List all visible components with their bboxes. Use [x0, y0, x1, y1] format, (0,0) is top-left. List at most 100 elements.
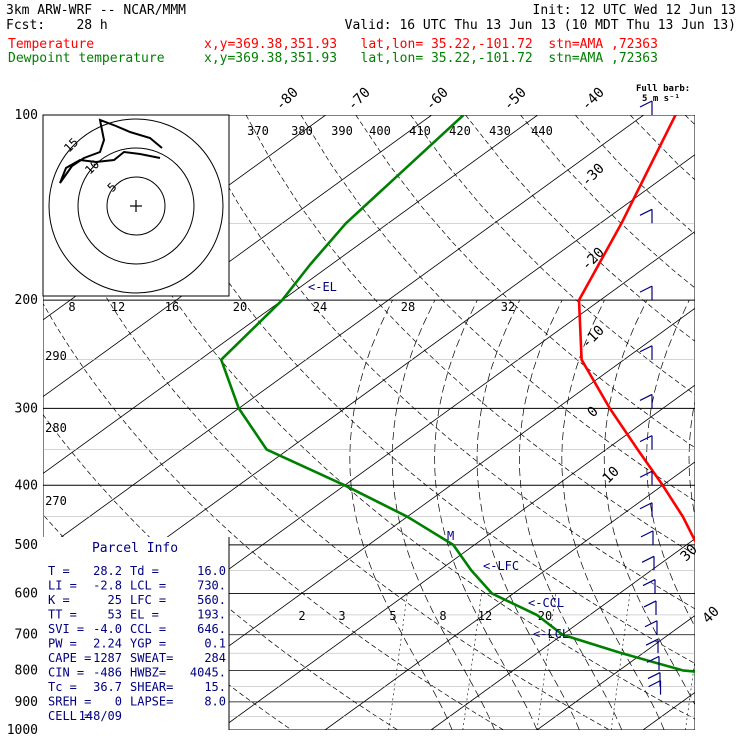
- parcel-value: 15.: [204, 680, 226, 694]
- pressure-tick-label: 100: [15, 108, 38, 123]
- temperature-legend: Temperature: [8, 37, 95, 52]
- pressure-tick-label: 400: [15, 478, 38, 493]
- barb-legend-unit: 5 m s⁻¹: [642, 94, 680, 104]
- isotherm: [43, 115, 432, 398]
- wind-barb-flag: [646, 655, 660, 663]
- moist-adiabat: [688, 399, 695, 518]
- model-title: 3km ARW-WRF -- NCAR/MMM: [6, 3, 187, 18]
- speed-tick-label: 28: [401, 300, 415, 314]
- parcel-label: YGP =: [130, 637, 166, 651]
- wind-barb-flag: [639, 502, 653, 510]
- isotherm-label: -70: [345, 85, 374, 114]
- moist-adiabat: [391, 299, 495, 730]
- wind-barb-flag: [639, 345, 653, 353]
- wind-barb-flag: [639, 470, 653, 478]
- speed-tick-label: 12: [111, 300, 125, 314]
- parcel-value: 730.: [197, 579, 226, 593]
- wind-barb-flag: [640, 530, 654, 538]
- parcel-value: 560.: [197, 593, 226, 607]
- event-label: <-EL: [308, 280, 337, 294]
- parcel-value: 2.24: [93, 637, 122, 651]
- wind-barb-flag: [647, 672, 661, 680]
- parcel-value: 36.7: [93, 680, 122, 694]
- moist-adiabat: [561, 299, 665, 730]
- parcel-label: CCL =: [130, 622, 166, 636]
- theta-label: 270: [45, 494, 67, 508]
- wind-barb-flag: [644, 620, 658, 628]
- isotherm: [0, 115, 8, 730]
- parcel-title: Parcel Info: [92, 541, 178, 556]
- theta-label: 370: [247, 124, 269, 138]
- hodograph-ring: [106, 176, 166, 236]
- dewpoint-profile: [219, 115, 695, 673]
- isotherm: [112, 307, 695, 730]
- parcel-value: -486: [93, 666, 122, 680]
- parcel-label: EL =: [130, 608, 159, 622]
- dry-adiabat: [300, 115, 695, 502]
- parcel-label: T =: [48, 564, 70, 578]
- parcel-label: CELL =: [48, 709, 91, 723]
- parcel-label: Tc =: [48, 680, 77, 694]
- pressure-tick-label: 700: [15, 628, 38, 643]
- theta-label: 380: [291, 124, 313, 138]
- temperature-location: x,y=369.38,351.93 lat,lon= 35.22,-101.72…: [204, 37, 658, 52]
- isotherm: [218, 384, 695, 730]
- isotherm: [430, 538, 695, 730]
- parcel-label: CIN =: [48, 666, 84, 680]
- dewpoint-location: x,y=369.38,351.93 lat,lon= 35.22,-101.72…: [204, 51, 658, 66]
- wind-barb-flag: [639, 100, 653, 108]
- parcel-label: PW =: [48, 637, 77, 651]
- hodograph-ring: [48, 118, 224, 294]
- parcel-value: 284: [204, 651, 226, 665]
- isotherm-label: 10: [600, 464, 623, 487]
- parcel-value: 8.0: [204, 695, 226, 709]
- parcel-value: -2.8: [93, 579, 122, 593]
- isotherm-label: -50: [501, 85, 530, 114]
- parcel-label: K =: [48, 593, 70, 607]
- event-label: <-LFC: [483, 559, 519, 573]
- isotherm-label: -10: [579, 323, 608, 352]
- speed-tick-label: 8: [68, 300, 75, 314]
- isotherm: [43, 115, 538, 474]
- mixing-ratio-label: 2: [298, 609, 305, 623]
- theta-label: 290: [45, 349, 67, 363]
- pressure-tick-label: 200: [15, 293, 38, 308]
- parcel-label: SREH =: [48, 695, 91, 709]
- forecast-hour: Fcst: 28 h: [6, 18, 108, 33]
- mixing-ratio-label: 8: [439, 609, 446, 623]
- parcel-label: HWBZ=: [130, 666, 166, 680]
- parcel-value: 646.: [197, 622, 226, 636]
- theta-label: 410: [409, 124, 431, 138]
- theta-label: 400: [369, 124, 391, 138]
- moist-adiabat: [603, 299, 695, 706]
- wind-barb-flag: [648, 680, 661, 688]
- hodograph-ring: [77, 147, 195, 265]
- parcel-label: LCL =: [130, 579, 166, 593]
- parcel-value: 53: [108, 608, 122, 622]
- theta-label: 430: [489, 124, 511, 138]
- hodograph-trace: [59, 118, 163, 184]
- parcel-value: 193.: [197, 608, 226, 622]
- dry-adiabat: [465, 115, 695, 342]
- parcel-label: LAPSE=: [130, 695, 173, 709]
- wind-barb-flag: [642, 579, 656, 587]
- parcel-value: 16.0: [197, 564, 226, 578]
- speed-tick-label: 32: [501, 300, 515, 314]
- parcel-label: LFC =: [130, 593, 166, 607]
- wind-barb-flag: [639, 393, 653, 401]
- isotherm-label: -20: [579, 245, 608, 274]
- parcel-value: 0.1: [204, 637, 226, 651]
- event-label: <-CCL: [528, 596, 564, 610]
- dry-adiabat: [629, 115, 695, 181]
- pressure-tick-label: 800: [15, 663, 38, 678]
- parcel-value: 25: [108, 593, 122, 607]
- moist-adiabat: [434, 299, 538, 730]
- isotherm: [43, 115, 644, 551]
- parcel-label: SWEAT=: [130, 651, 173, 665]
- dry-adiabat: [684, 115, 695, 126]
- isotherm-label: -40: [579, 85, 608, 114]
- isotherm: [536, 615, 695, 730]
- speed-tick-label: 24: [313, 300, 327, 314]
- moist-adiabat: [646, 299, 695, 628]
- parcel-value: 28.2: [93, 564, 122, 578]
